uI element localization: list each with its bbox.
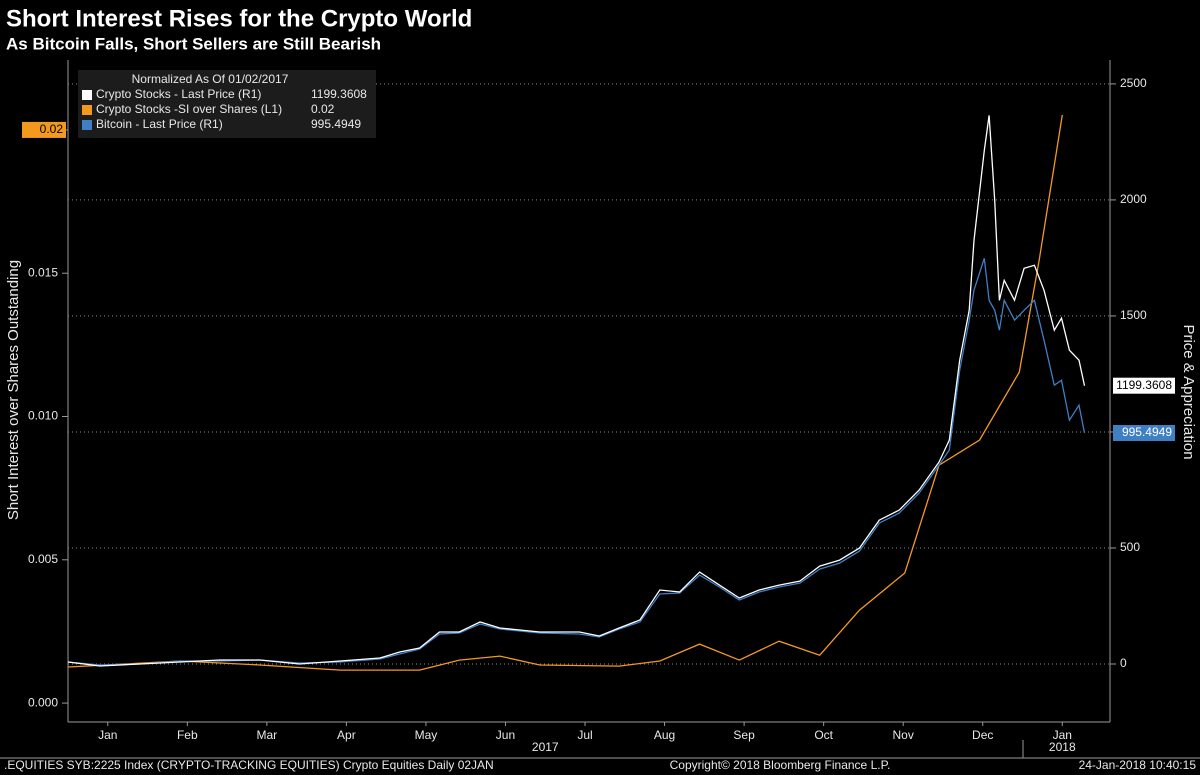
y2-axis-title: Price & Appreciation <box>1180 324 1197 459</box>
series-line <box>67 114 1063 671</box>
year-label: 2017 <box>532 740 559 754</box>
legend-swatch <box>82 90 92 100</box>
chart-title: Short Interest Rises for the Crypto Worl… <box>6 5 472 32</box>
legend-value: 995.4949 <box>311 117 361 131</box>
footer-center: Copyright© 2018 Bloomberg Finance L.P. <box>670 758 891 772</box>
footer-right: 24-Jan-2018 10:40:15 <box>1079 758 1197 772</box>
year-label: 2018 <box>1049 740 1076 754</box>
x-tick-label: Mar <box>257 728 278 742</box>
y2-tick-label: 1500 <box>1120 308 1147 322</box>
y2-tick-label: 2500 <box>1120 76 1147 90</box>
x-tick-label: Dec <box>972 728 993 742</box>
x-tick-label: Jul <box>577 728 592 742</box>
y-tick-label: 0.015 <box>28 265 58 279</box>
legend-value: 0.02 <box>311 102 335 116</box>
legend-swatch <box>82 105 92 115</box>
series-line <box>67 258 1086 666</box>
x-tick-label: May <box>415 728 438 742</box>
last-value-label: 1199.3608 <box>1116 378 1172 392</box>
legend-value: 1199.3608 <box>311 87 367 101</box>
y-tick-label: 0.005 <box>28 552 58 566</box>
x-tick-label: Oct <box>814 728 833 742</box>
last-value-tag <box>1113 424 1175 441</box>
last-value-label: 0.02 <box>40 122 64 136</box>
x-tick-label: Jun <box>496 728 515 742</box>
legend-title: Normalized As Of 01/02/2017 <box>132 72 289 86</box>
x-tick-label: Sep <box>733 728 755 742</box>
legend-label: Bitcoin - Last Price (R1) <box>96 117 223 131</box>
y2-tick-label: 500 <box>1120 540 1140 554</box>
x-tick-label: Feb <box>177 728 198 742</box>
y2-tick-label: 0 <box>1120 656 1127 670</box>
y-tick-label: 0.010 <box>28 409 58 423</box>
legend-swatch <box>82 120 92 130</box>
last-value-tag <box>1113 377 1175 394</box>
y-tick-label: 0.000 <box>28 695 58 709</box>
legend-label: Crypto Stocks - Last Price (R1) <box>96 87 261 101</box>
x-tick-label: Apr <box>337 728 356 742</box>
y2-tick-label: 2000 <box>1120 192 1147 206</box>
x-tick-label: Nov <box>893 728 914 742</box>
x-tick-label: Aug <box>654 728 675 742</box>
footer-left: .EQUITIES SYB:2225 Index (CRYPTO-TRACKIN… <box>4 758 494 772</box>
legend-box <box>78 70 376 138</box>
last-value-tag <box>22 121 66 138</box>
series-line <box>67 115 1086 667</box>
last-value-label: 995.4949 <box>1122 425 1172 439</box>
chart-subtitle: As Bitcoin Falls, Short Sellers are Stil… <box>6 34 381 53</box>
x-tick-label: Jan <box>1053 728 1072 742</box>
legend-label: Crypto Stocks -SI over Shares (L1) <box>96 102 282 116</box>
y-axis-title: Short Interest over Shares Outstanding <box>5 260 22 520</box>
x-tick-label: Jan <box>98 728 117 742</box>
